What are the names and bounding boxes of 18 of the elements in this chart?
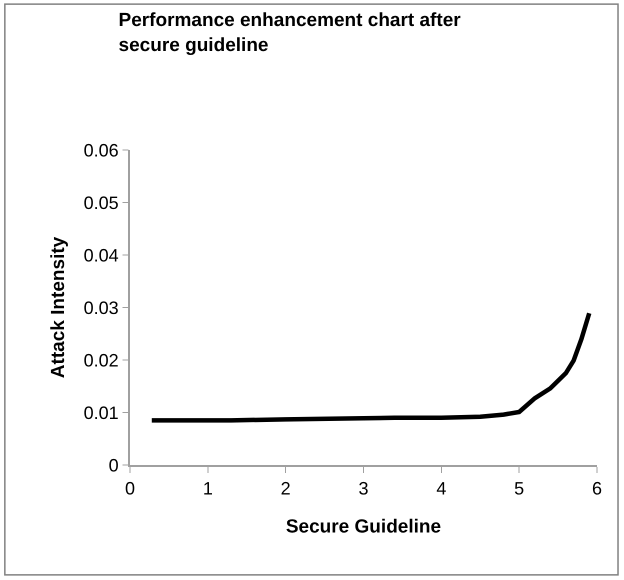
y-axis-title: Attack Intensity — [48, 236, 69, 378]
y-tick-label: 0.02 — [84, 350, 119, 370]
x-tick-label: 1 — [202, 478, 213, 498]
x-tick-label: 4 — [436, 478, 446, 498]
line-series — [150, 311, 592, 423]
y-tick-label: 0.06 — [84, 140, 119, 160]
y-tick-label: 0.03 — [84, 298, 119, 318]
x-tick-label: 5 — [514, 478, 524, 498]
y-tick-label: 0 — [108, 455, 119, 476]
x-tick-label: 3 — [358, 478, 369, 498]
y-tick-label: 0.04 — [84, 245, 119, 266]
chart-title: Performance enhancement chart after secure guideline — [118, 10, 462, 56]
x-tick-label: 6 — [592, 478, 602, 498]
y-tick-label: 0.05 — [84, 192, 119, 213]
x-axis-title: Secure Guideline — [286, 516, 442, 538]
y-tick-label: 0.01 — [84, 402, 119, 423]
x-tick-label: 0 — [124, 478, 136, 498]
x-tick-label: 2 — [280, 478, 291, 498]
